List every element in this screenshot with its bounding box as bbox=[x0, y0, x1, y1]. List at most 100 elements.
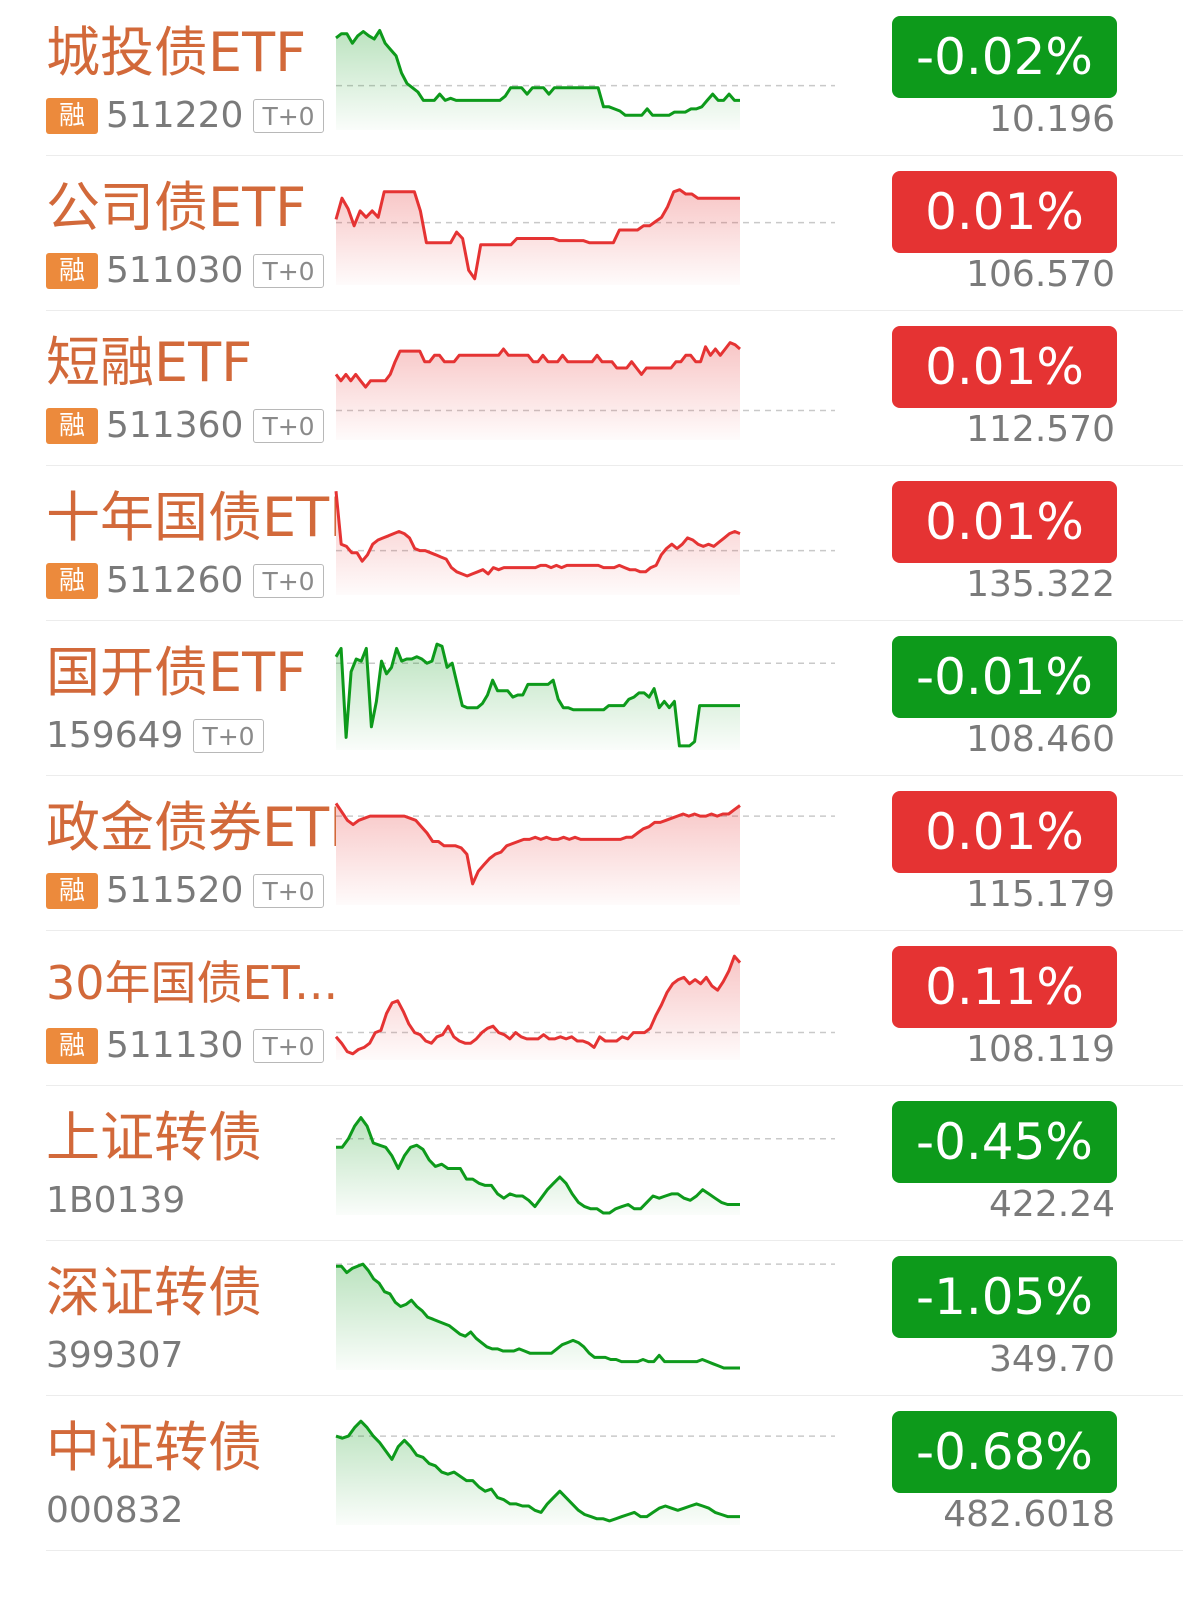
margin-trading-badge: 融 bbox=[46, 873, 98, 909]
change-percent-badge[interactable]: -1.05% bbox=[892, 1256, 1117, 1338]
security-sub-info: 159649 T+0 bbox=[46, 716, 264, 756]
security-sub-info: 融 511260 T+0 bbox=[46, 561, 324, 601]
sparkline-area bbox=[336, 1264, 740, 1370]
security-name: 30年国债ET... bbox=[46, 956, 336, 1010]
list-item[interactable]: 十年国债ETF 融 511260 T+0 0.01% 135.322 bbox=[0, 465, 1183, 621]
row-divider bbox=[46, 1550, 1183, 1551]
sparkline-area bbox=[336, 342, 740, 440]
list-item[interactable]: 上证转债 1B0139 -0.45% 422.24 bbox=[0, 1085, 1183, 1241]
row-divider bbox=[46, 1085, 1183, 1086]
security-sub-info: 融 511030 T+0 bbox=[46, 251, 324, 291]
row-divider bbox=[46, 620, 1183, 621]
sparkline-area bbox=[336, 30, 740, 130]
list-item[interactable]: 公司债ETF 融 511030 T+0 0.01% 106.570 bbox=[0, 155, 1183, 311]
margin-trading-badge: 融 bbox=[46, 563, 98, 599]
sparkline-area bbox=[336, 956, 740, 1060]
change-percent-badge[interactable]: 0.11% bbox=[892, 946, 1117, 1028]
sparkline-line bbox=[334, 954, 742, 1056]
last-price: 106.570 bbox=[966, 254, 1115, 295]
margin-trading-badge: 融 bbox=[46, 98, 98, 134]
intraday-sparkline bbox=[334, 802, 835, 905]
security-code: 511520 bbox=[106, 870, 244, 911]
last-price: 135.322 bbox=[966, 564, 1115, 605]
intraday-sparkline bbox=[336, 1262, 835, 1370]
change-percent-badge[interactable]: 0.01% bbox=[892, 791, 1117, 873]
security-code: 511030 bbox=[106, 250, 244, 291]
security-sub-info: 融 511360 T+0 bbox=[46, 406, 324, 446]
intraday-sparkline bbox=[335, 1419, 835, 1525]
sparkline-line bbox=[335, 29, 740, 117]
list-item[interactable]: 深证转债 399307 -1.05% 349.70 bbox=[0, 1240, 1183, 1396]
row-divider bbox=[46, 310, 1183, 311]
t0-tag: T+0 bbox=[253, 409, 324, 443]
t0-tag: T+0 bbox=[253, 1029, 324, 1063]
last-price: 112.570 bbox=[966, 409, 1115, 450]
margin-trading-badge: 融 bbox=[46, 408, 98, 444]
intraday-sparkline bbox=[334, 341, 835, 440]
intraday-sparkline bbox=[334, 491, 835, 595]
last-price: 482.6018 bbox=[943, 1494, 1115, 1535]
last-price: 115.179 bbox=[966, 874, 1115, 915]
sparkline-area bbox=[336, 189, 740, 285]
margin-trading-badge: 融 bbox=[46, 253, 98, 289]
security-name: 十年国债ETF bbox=[46, 486, 336, 549]
list-item[interactable]: 国开债ETF 159649 T+0 -0.01% 108.460 bbox=[0, 620, 1183, 776]
change-percent-badge[interactable]: 0.01% bbox=[892, 171, 1117, 253]
sparkline-line bbox=[334, 491, 741, 578]
change-percent-badge[interactable]: 0.01% bbox=[892, 481, 1117, 563]
security-name: 城投债ETF bbox=[46, 21, 307, 84]
sparkline-line bbox=[336, 1116, 740, 1215]
row-divider bbox=[46, 1240, 1183, 1241]
security-code: 159649 bbox=[46, 715, 184, 756]
sparkline-area bbox=[336, 1421, 740, 1525]
intraday-sparkline bbox=[334, 642, 835, 750]
sparkline-area bbox=[336, 803, 740, 905]
list-item[interactable]: 短融ETF 融 511360 T+0 0.01% 112.570 bbox=[0, 310, 1183, 466]
row-divider bbox=[46, 930, 1183, 931]
last-price: 10.196 bbox=[989, 99, 1115, 140]
list-item[interactable]: 30年国债ET... 融 511130 T+0 0.11% 108.119 bbox=[0, 930, 1183, 1086]
security-code: 511220 bbox=[106, 95, 244, 136]
security-name: 短融ETF bbox=[46, 331, 253, 394]
intraday-sparkline bbox=[334, 954, 835, 1060]
change-percent-badge[interactable]: -0.02% bbox=[892, 16, 1117, 98]
sparkline-line bbox=[334, 341, 741, 389]
security-code: 1B0139 bbox=[46, 1180, 186, 1221]
row-divider bbox=[46, 465, 1183, 466]
t0-tag: T+0 bbox=[193, 719, 264, 753]
change-percent-badge[interactable]: 0.01% bbox=[892, 326, 1117, 408]
margin-trading-badge: 融 bbox=[46, 1028, 98, 1064]
row-divider bbox=[46, 775, 1183, 776]
security-name: 中证转债 bbox=[46, 1416, 262, 1479]
sparkline-line bbox=[336, 1262, 740, 1370]
security-sub-info: 融 511220 T+0 bbox=[46, 96, 324, 136]
last-price: 349.70 bbox=[989, 1339, 1115, 1380]
security-name: 公司债ETF bbox=[46, 176, 307, 239]
change-percent-badge[interactable]: -0.01% bbox=[892, 636, 1117, 718]
list-item[interactable]: 中证转债 000832 -0.68% 482.6018 bbox=[0, 1395, 1183, 1551]
sparkline-area bbox=[336, 491, 740, 595]
last-price: 422.24 bbox=[989, 1184, 1115, 1225]
sparkline-line bbox=[334, 642, 740, 748]
security-code: 511130 bbox=[106, 1025, 244, 1066]
change-percent-badge[interactable]: -0.68% bbox=[892, 1411, 1117, 1493]
intraday-sparkline bbox=[335, 29, 835, 130]
t0-tag: T+0 bbox=[253, 564, 324, 598]
list-item[interactable]: 政金债券ETF 融 511520 T+0 0.01% 115.179 bbox=[0, 775, 1183, 931]
sparkline-line bbox=[335, 1419, 740, 1523]
t0-tag: T+0 bbox=[253, 99, 324, 133]
security-sub-info: 399307 bbox=[46, 1336, 193, 1376]
sparkline-area bbox=[336, 644, 740, 750]
security-name: 上证转债 bbox=[46, 1106, 262, 1169]
change-percent-badge[interactable]: -0.45% bbox=[892, 1101, 1117, 1183]
last-price: 108.460 bbox=[966, 719, 1115, 760]
t0-tag: T+0 bbox=[253, 254, 324, 288]
row-divider bbox=[46, 155, 1183, 156]
intraday-sparkline bbox=[334, 188, 835, 285]
list-item[interactable]: 城投债ETF 融 511220 T+0 -0.02% 10.196 bbox=[0, 0, 1183, 156]
sparkline-line bbox=[334, 188, 740, 281]
security-sub-info: 000832 bbox=[46, 1491, 193, 1531]
security-name: 深证转债 bbox=[46, 1261, 262, 1324]
sparkline-area bbox=[336, 1117, 740, 1215]
